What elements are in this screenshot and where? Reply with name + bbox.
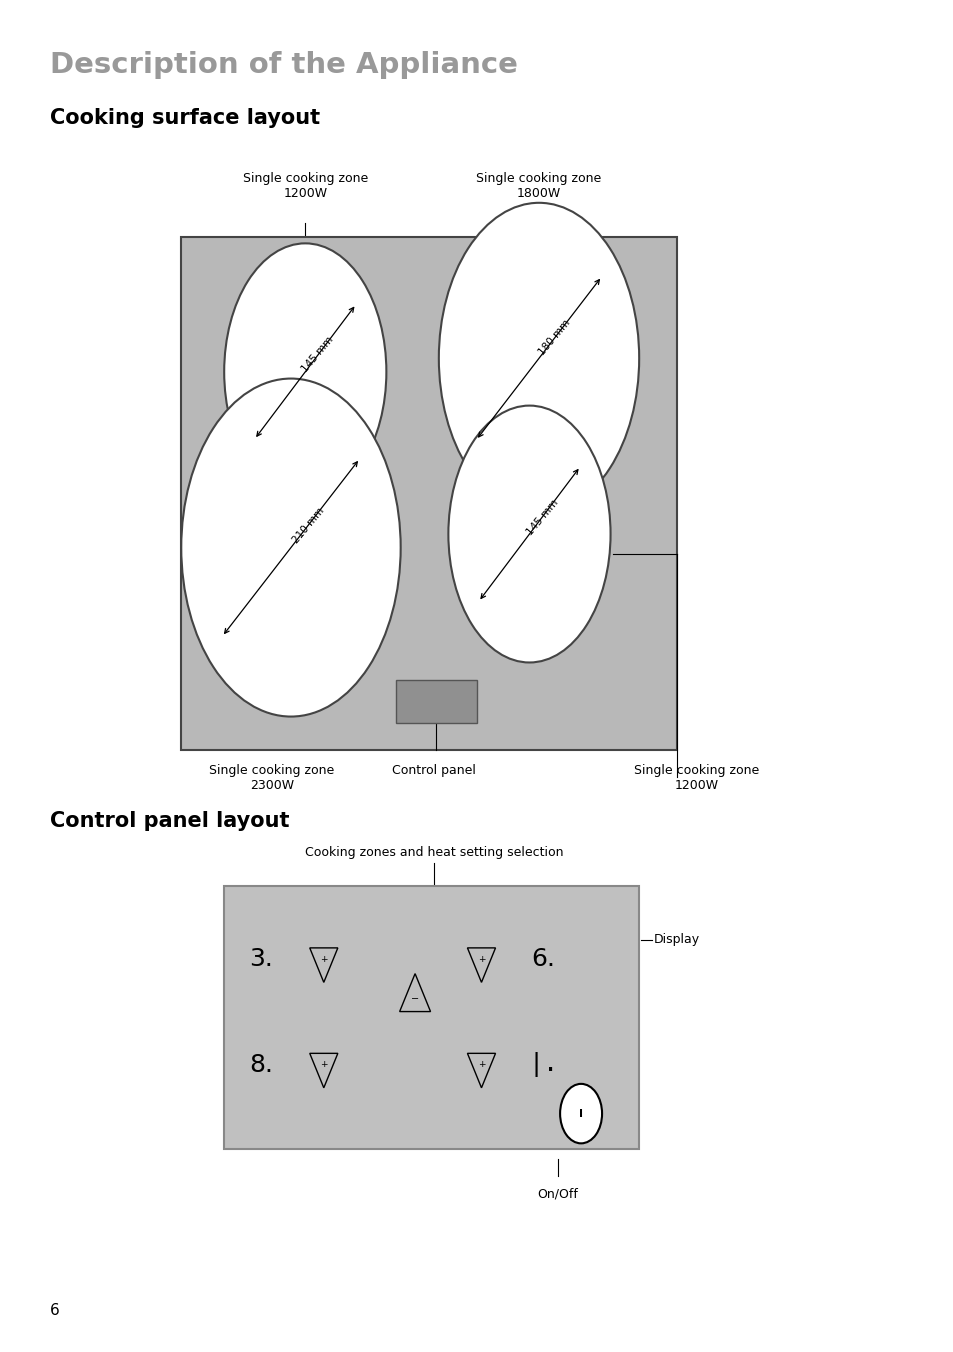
Text: 6.: 6. — [531, 948, 556, 971]
Text: 6: 6 — [50, 1303, 59, 1318]
Text: 8.: 8. — [250, 1053, 274, 1076]
Text: Single cooking zone
1200W: Single cooking zone 1200W — [633, 764, 759, 792]
Text: +: + — [477, 955, 485, 964]
Ellipse shape — [224, 243, 386, 500]
Ellipse shape — [448, 406, 610, 662]
Bar — [224, 886, 639, 1149]
Text: 180 mm: 180 mm — [537, 318, 572, 357]
Text: Display: Display — [653, 933, 699, 946]
Text: |.: |. — [528, 1052, 558, 1078]
Text: +: + — [319, 955, 327, 964]
Text: Control panel layout: Control panel layout — [50, 811, 289, 831]
Text: On/Off: On/Off — [537, 1187, 578, 1201]
Text: Single cooking zone
1200W: Single cooking zone 1200W — [242, 172, 368, 200]
Text: 145 mm: 145 mm — [524, 498, 559, 537]
Text: I: I — [578, 1109, 582, 1118]
Text: 145 mm: 145 mm — [300, 335, 335, 375]
Text: Cooking surface layout: Cooking surface layout — [50, 108, 319, 128]
Ellipse shape — [181, 379, 400, 717]
Text: Cooking zones and heat setting selection: Cooking zones and heat setting selection — [305, 845, 562, 859]
Text: +: + — [477, 1060, 485, 1069]
Text: −: − — [411, 994, 418, 1005]
Text: Control panel: Control panel — [392, 764, 476, 777]
Text: Single cooking zone
2300W: Single cooking zone 2300W — [209, 764, 335, 792]
Text: Single cooking zone
1800W: Single cooking zone 1800W — [476, 172, 601, 200]
Text: 210 mm: 210 mm — [290, 506, 326, 545]
Ellipse shape — [438, 203, 639, 514]
Text: +: + — [319, 1060, 327, 1069]
Text: 3.: 3. — [250, 948, 274, 971]
Text: Description of the Appliance: Description of the Appliance — [50, 51, 517, 80]
Circle shape — [559, 1084, 601, 1144]
Bar — [395, 680, 476, 723]
Bar — [181, 237, 677, 750]
